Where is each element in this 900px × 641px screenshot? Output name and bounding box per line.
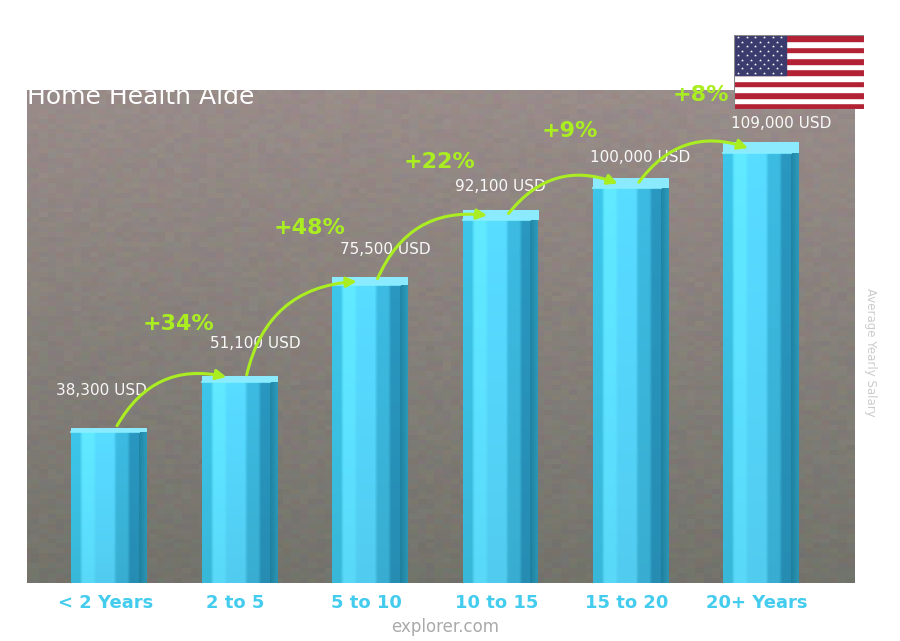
Bar (734, 92, 864, 97)
Bar (734, 58, 864, 63)
Bar (734, 35, 864, 41)
Bar (734, 75, 864, 81)
Text: Home Health Aide: Home Health Aide (27, 85, 255, 109)
Text: explorer.com: explorer.com (392, 618, 500, 636)
Bar (734, 81, 864, 87)
Text: +8%: +8% (672, 85, 729, 105)
Bar (734, 35, 786, 75)
Text: 100,000 USD: 100,000 USD (590, 150, 690, 165)
Text: +22%: +22% (404, 152, 475, 172)
Bar (734, 41, 864, 47)
Bar (734, 97, 864, 103)
Bar (734, 63, 864, 69)
Bar (734, 87, 864, 92)
Text: 109,000 USD: 109,000 USD (731, 117, 832, 131)
Text: 51,100 USD: 51,100 USD (210, 337, 301, 351)
Text: 38,300 USD: 38,300 USD (56, 383, 147, 397)
Text: salary: salary (335, 618, 392, 636)
Text: 75,500 USD: 75,500 USD (340, 242, 430, 257)
Bar (734, 103, 864, 109)
Text: +48%: +48% (274, 217, 346, 238)
Text: +34%: +34% (143, 314, 215, 334)
Bar (734, 53, 864, 58)
Text: 92,100 USD: 92,100 USD (454, 179, 545, 194)
Text: Average Yearly Salary: Average Yearly Salary (865, 288, 878, 417)
Text: Salary Comparison By Experience: Salary Comparison By Experience (27, 46, 710, 79)
Bar (734, 69, 864, 75)
Bar (734, 47, 864, 53)
Text: +9%: +9% (542, 121, 598, 141)
